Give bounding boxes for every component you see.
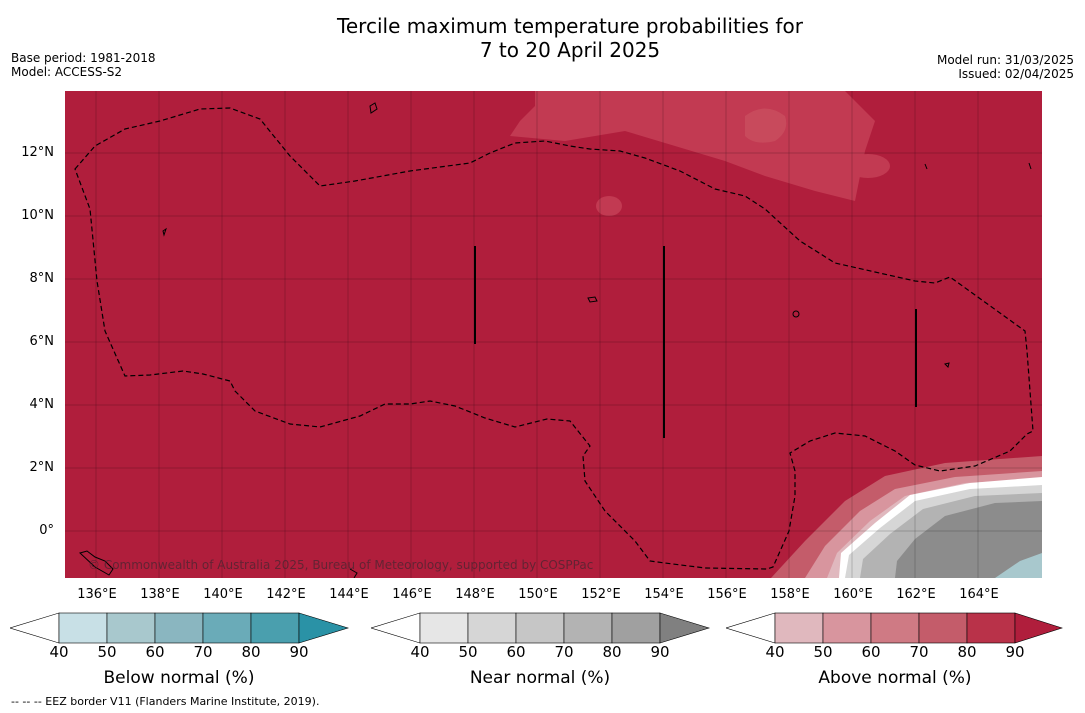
cb-near-seg-2 — [467, 612, 517, 644]
lon-label-150e: 150°E — [518, 587, 558, 602]
cb-below-seg-1 — [58, 612, 108, 644]
cb-near-seg-1 — [419, 612, 469, 644]
cb-below-label: Below normal (%) — [103, 668, 255, 688]
lon-label-158e: 158°E — [770, 587, 810, 602]
cb-above-seg-3 — [870, 612, 920, 644]
lat-label-0: 0° — [39, 523, 54, 538]
cb-above-seg-4 — [918, 612, 968, 644]
near-normal-80 — [895, 501, 1042, 578]
below-normal-patch — [995, 553, 1042, 578]
cb-near-tick-90: 90 — [650, 643, 670, 661]
cb-above-seg-6 — [1014, 612, 1063, 644]
above-normal-small-patch — [596, 196, 622, 216]
model-run: Model run: 31/03/2025 — [936, 53, 1074, 67]
lat-label-12n: 12°N — [21, 145, 54, 160]
cb-below-tick-70: 70 — [193, 643, 213, 661]
cb-below-seg-4 — [202, 612, 252, 644]
cb-above-tick-50: 50 — [813, 643, 833, 661]
cb-near-tick-80: 80 — [602, 643, 622, 661]
lon-label-156e: 156°E — [707, 587, 747, 602]
lon-label-152e: 152°E — [581, 587, 621, 602]
meta-right: Model run: 31/03/2025 Issued: 02/04/2025 — [937, 53, 1074, 81]
cb-above-tick-40: 40 — [765, 643, 785, 661]
lat-label-4n: 4°N — [29, 397, 55, 412]
lon-label-136e: 136°E — [77, 587, 117, 602]
title-line-2: 7 to 20 April 2025 — [479, 38, 661, 62]
cb-below-seg-2 — [106, 612, 156, 644]
cb-below-tick-60: 60 — [145, 643, 165, 661]
eez-border — [74, 107, 1034, 570]
colorbar-near-normal — [371, 612, 711, 644]
cb-below-tick-80: 80 — [241, 643, 261, 661]
cb-near-label: Near normal (%) — [469, 668, 611, 688]
chart-title: Tercile maximum temperature probabilitie… — [0, 14, 1085, 62]
cb-below-tick-90: 90 — [289, 643, 309, 661]
cb-below-seg-0 — [10, 612, 60, 644]
lon-label-138e: 138°E — [140, 587, 180, 602]
issued-date: Issued: 02/04/2025 — [958, 67, 1074, 81]
cb-above-label: Above normal (%) — [818, 668, 972, 688]
lon-label-144e: 144°E — [329, 587, 369, 602]
cb-near-tick-40: 40 — [410, 643, 430, 661]
islands — [79, 102, 1032, 578]
cb-above-seg-0 — [726, 612, 776, 644]
meta-left: Base period: 1981-2018 Model: ACCESS-S2 — [11, 51, 156, 79]
lon-label-146e: 146°E — [392, 587, 432, 602]
graticule — [65, 91, 1042, 578]
lat-label-2n: 2°N — [29, 460, 55, 475]
lon-label-160e: 160°E — [833, 587, 873, 602]
cb-above-seg-5 — [966, 612, 1016, 644]
cb-near-seg-4 — [563, 612, 613, 644]
colorbar-above-normal — [726, 612, 1063, 644]
cb-below-seg-3 — [154, 612, 204, 644]
lon-label-140e: 140°E — [203, 587, 243, 602]
lon-label-154e: 154°E — [644, 587, 684, 602]
cb-below-seg-5 — [250, 612, 300, 644]
above-normal-small-patch-2 — [846, 154, 890, 178]
colorbar-below-normal — [10, 612, 350, 644]
cb-above-seg-1 — [774, 612, 824, 644]
copyright-notice: © Commonwealth of Australia 2025, Bureau… — [88, 558, 594, 572]
cb-below-seg-6 — [298, 612, 350, 644]
cb-near-seg-5 — [611, 612, 661, 644]
title-line-1: Tercile maximum temperature probabilitie… — [337, 14, 803, 38]
cb-above-seg-2 — [822, 612, 872, 644]
cb-above-tick-80: 80 — [957, 643, 977, 661]
base-period: Base period: 1981-2018 — [11, 51, 156, 65]
cb-above-tick-70: 70 — [909, 643, 929, 661]
cb-near-tick-50: 50 — [458, 643, 478, 661]
cb-below-tick-40: 40 — [49, 643, 69, 661]
lon-label-162e: 162°E — [896, 587, 936, 602]
model-name: Model: ACCESS-S2 — [11, 65, 123, 79]
lat-label-6n: 6°N — [29, 334, 55, 349]
lon-label-164e: 164°E — [959, 587, 999, 602]
cb-near-tick-70: 70 — [554, 643, 574, 661]
lat-label-8n: 8°N — [29, 271, 55, 286]
probability-map[interactable] — [65, 91, 1042, 578]
lon-label-148e: 148°E — [455, 587, 495, 602]
cb-near-tick-60: 60 — [506, 643, 526, 661]
lon-label-142e: 142°E — [266, 587, 306, 602]
cb-above-tick-60: 60 — [861, 643, 881, 661]
cb-above-tick-90: 90 — [1005, 643, 1025, 661]
cb-near-seg-3 — [515, 612, 565, 644]
cb-near-seg-6 — [659, 612, 711, 644]
cb-near-seg-0 — [371, 612, 421, 644]
above-normal-lighter-patch — [745, 108, 787, 143]
lat-label-10n: 10°N — [21, 208, 54, 223]
eez-footnote: -- -- -- EEZ border V11 (Flanders Marine… — [11, 695, 320, 708]
cb-below-tick-50: 50 — [97, 643, 117, 661]
